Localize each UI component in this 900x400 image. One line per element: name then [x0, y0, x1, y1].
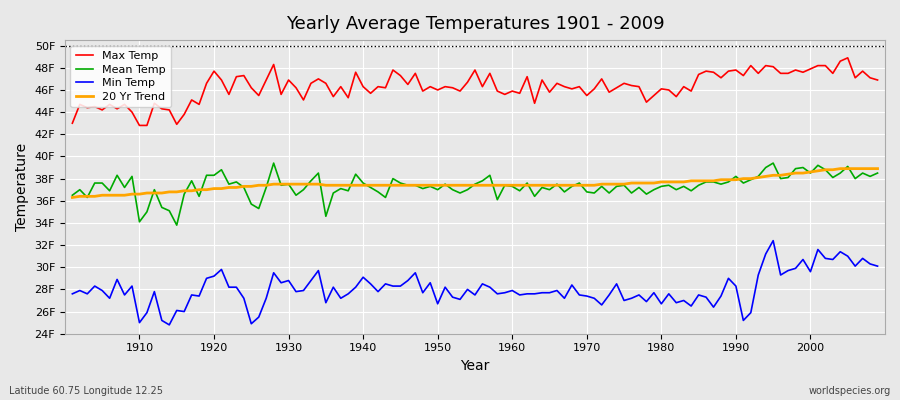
Max Temp: [134, 123, 145, 128]
20 Yr Trend: [835, 166, 846, 171]
20 Yr Trend: [872, 166, 883, 171]
Min Temp: [604, 292, 615, 297]
Max Temp: [842, 56, 853, 60]
Max Temp: [67, 121, 77, 126]
Max Temp: [872, 78, 883, 82]
20 Yr Trend: [500, 183, 510, 188]
Min Temp: [127, 284, 138, 288]
Max Temp: [343, 95, 354, 100]
Text: Latitude 60.75 Longitude 12.25: Latitude 60.75 Longitude 12.25: [9, 386, 163, 396]
Text: worldspecies.org: worldspecies.org: [809, 386, 891, 396]
20 Yr Trend: [291, 182, 302, 186]
Line: Min Temp: Min Temp: [72, 241, 878, 325]
Min Temp: [507, 288, 517, 293]
Mean Temp: [350, 172, 361, 176]
Mean Temp: [514, 188, 525, 193]
Mean Temp: [127, 174, 138, 179]
Min Temp: [343, 292, 354, 296]
Min Temp: [298, 288, 309, 293]
Max Temp: [298, 98, 309, 102]
20 Yr Trend: [336, 183, 346, 188]
Mean Temp: [305, 178, 316, 183]
Max Temp: [514, 91, 525, 96]
20 Yr Trend: [127, 192, 138, 196]
Mean Temp: [872, 171, 883, 176]
Mean Temp: [522, 181, 533, 186]
Min Temp: [872, 264, 883, 268]
20 Yr Trend: [507, 183, 517, 188]
Mean Temp: [268, 161, 279, 166]
Y-axis label: Temperature: Temperature: [15, 143, 29, 231]
Min Temp: [514, 292, 525, 297]
20 Yr Trend: [597, 182, 608, 186]
Min Temp: [67, 292, 77, 296]
Legend: Max Temp, Mean Temp, Min Temp, 20 Yr Trend: Max Temp, Mean Temp, Min Temp, 20 Yr Tre…: [70, 46, 171, 107]
Line: Mean Temp: Mean Temp: [72, 163, 878, 225]
Mean Temp: [171, 223, 182, 228]
Min Temp: [164, 322, 175, 327]
X-axis label: Year: Year: [460, 359, 490, 373]
Mean Temp: [611, 184, 622, 189]
Title: Yearly Average Temperatures 1901 - 2009: Yearly Average Temperatures 1901 - 2009: [285, 15, 664, 33]
Min Temp: [768, 238, 778, 243]
Line: Max Temp: Max Temp: [72, 58, 878, 126]
Max Temp: [127, 110, 138, 114]
Mean Temp: [67, 193, 77, 198]
20 Yr Trend: [67, 195, 77, 200]
Max Temp: [507, 89, 517, 94]
Max Temp: [604, 90, 615, 94]
Line: 20 Yr Trend: 20 Yr Trend: [72, 169, 878, 198]
